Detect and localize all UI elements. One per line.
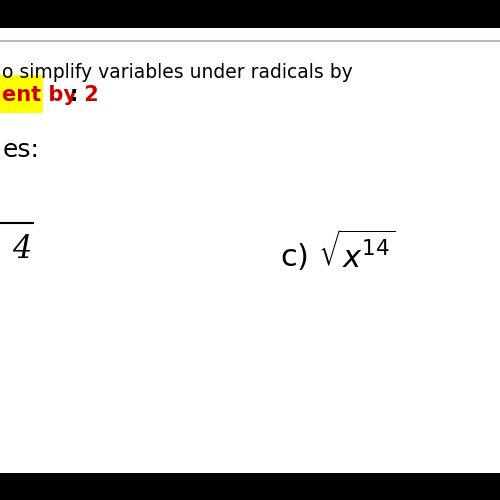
Text: o simplify variables under radicals by: o simplify variables under radicals by xyxy=(2,63,353,82)
Bar xyxy=(0,0,500,28)
Text: c) $\sqrt{x^{14}}$: c) $\sqrt{x^{14}}$ xyxy=(280,227,396,273)
Text: 4: 4 xyxy=(12,234,32,266)
Text: ent by 2: ent by 2 xyxy=(2,85,99,105)
Text: :: : xyxy=(70,85,78,105)
Text: es:: es: xyxy=(2,138,40,162)
Bar xyxy=(0,75,42,112)
Bar xyxy=(0,472,500,500)
